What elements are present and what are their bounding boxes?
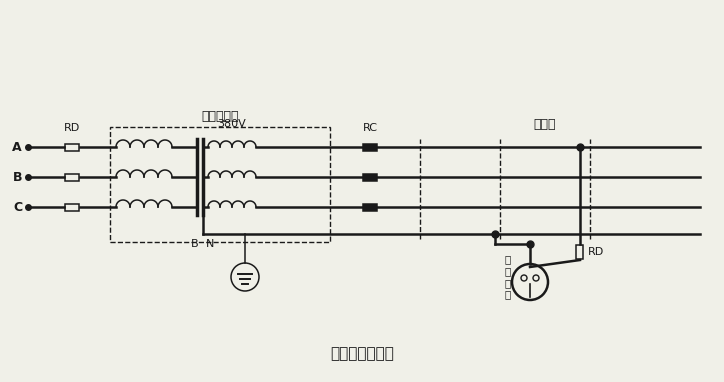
Text: 380V: 380V	[218, 119, 246, 129]
Text: 保
安
接
零: 保 安 接 零	[505, 254, 511, 299]
Bar	[65, 173, 79, 181]
Bar	[65, 204, 79, 210]
Text: B: B	[12, 170, 22, 183]
Text: RD: RD	[64, 123, 80, 133]
Text: N: N	[206, 239, 214, 249]
Text: 进户线: 进户线	[534, 118, 556, 131]
Text: B: B	[190, 239, 198, 249]
Text: RD: RD	[588, 247, 605, 257]
Bar	[65, 144, 79, 151]
Bar	[363, 173, 377, 181]
Text: RC: RC	[363, 123, 377, 133]
Text: A: A	[12, 141, 22, 154]
Text: 电力变压器: 电力变压器	[201, 110, 239, 123]
Text: 用电器插座接零: 用电器插座接零	[330, 346, 394, 361]
Text: C: C	[13, 201, 22, 214]
Bar	[363, 204, 377, 210]
Bar	[363, 144, 377, 151]
Bar	[576, 245, 584, 259]
Bar	[110, 127, 330, 242]
